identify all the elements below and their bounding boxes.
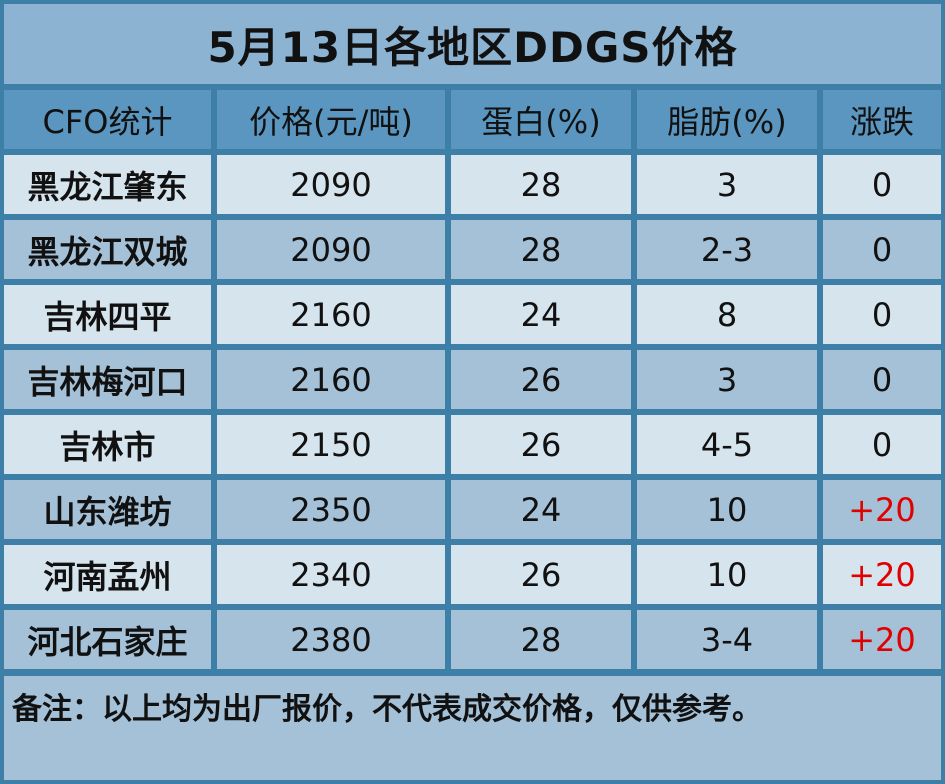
fat-cell: 3-4 (637, 610, 817, 669)
header-fat: 脂肪(%) (637, 90, 817, 149)
header-cfo-stat: CFO统计 (4, 90, 211, 149)
region-cell: 黑龙江肇东 (4, 155, 211, 214)
region-cell: 黑龙江双城 (4, 220, 211, 279)
price-cell: 2090 (217, 155, 445, 214)
region-cell: 吉林梅河口 (4, 350, 211, 409)
page-title: 5月13日各地区DDGS价格 (4, 4, 941, 84)
protein-cell: 26 (451, 545, 631, 604)
region-cell: 河南孟州 (4, 545, 211, 604)
protein-cell: 28 (451, 155, 631, 214)
change-cell: +20 (823, 480, 941, 539)
change-cell: 0 (823, 350, 941, 409)
protein-cell: 26 (451, 350, 631, 409)
header-change: 涨跌 (823, 90, 941, 149)
footnote: 备注：以上均为出厂报价，不代表成交价格，仅供参考。 (4, 676, 941, 780)
region-cell: 山东潍坊 (4, 480, 211, 539)
fat-cell: 3 (637, 155, 817, 214)
protein-cell: 24 (451, 285, 631, 344)
fat-cell: 8 (637, 285, 817, 344)
price-cell: 2160 (217, 350, 445, 409)
protein-cell: 24 (451, 480, 631, 539)
change-cell: +20 (823, 545, 941, 604)
change-cell: +20 (823, 610, 941, 669)
region-cell: 吉林市 (4, 415, 211, 474)
protein-cell: 28 (451, 220, 631, 279)
price-cell: 2160 (217, 285, 445, 344)
protein-cell: 26 (451, 415, 631, 474)
fat-cell: 10 (637, 480, 817, 539)
region-cell: 河北石家庄 (4, 610, 211, 669)
change-cell: 0 (823, 415, 941, 474)
change-cell: 0 (823, 220, 941, 279)
price-cell: 2090 (217, 220, 445, 279)
protein-cell: 28 (451, 610, 631, 669)
fat-cell: 10 (637, 545, 817, 604)
price-table: CFO统计 价格(元/吨) 蛋白(%) 脂肪(%) 涨跌 黑龙江肇东 2090 28… (4, 90, 941, 669)
price-cell: 2150 (217, 415, 445, 474)
fat-cell: 3 (637, 350, 817, 409)
price-cell: 2380 (217, 610, 445, 669)
fat-cell: 2-3 (637, 220, 817, 279)
price-cell: 2340 (217, 545, 445, 604)
change-cell: 0 (823, 285, 941, 344)
region-cell: 吉林四平 (4, 285, 211, 344)
fat-cell: 4-5 (637, 415, 817, 474)
price-cell: 2350 (217, 480, 445, 539)
header-protein: 蛋白(%) (451, 90, 631, 149)
change-cell: 0 (823, 155, 941, 214)
header-price: 价格(元/吨) (217, 90, 445, 149)
